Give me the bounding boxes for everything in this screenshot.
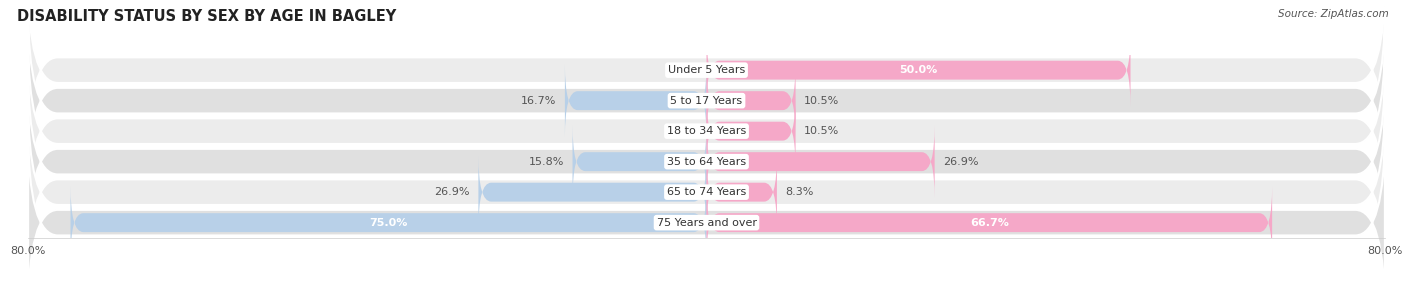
Text: 10.5%: 10.5% [804,96,839,106]
Text: 50.0%: 50.0% [900,65,938,75]
Text: 65 to 74 Years: 65 to 74 Years [666,187,747,197]
Text: 18 to 34 Years: 18 to 34 Years [666,126,747,136]
Text: 35 to 64 Years: 35 to 64 Years [666,157,747,167]
Text: 26.9%: 26.9% [434,187,470,197]
Text: 66.7%: 66.7% [970,218,1008,228]
FancyBboxPatch shape [28,98,1385,286]
FancyBboxPatch shape [28,129,1385,305]
Text: 0.0%: 0.0% [669,65,697,75]
Text: 8.3%: 8.3% [786,187,814,197]
Text: 75 Years and over: 75 Years and over [657,218,756,228]
FancyBboxPatch shape [707,156,778,228]
Text: Under 5 Years: Under 5 Years [668,65,745,75]
FancyBboxPatch shape [28,68,1385,256]
FancyBboxPatch shape [70,186,707,259]
FancyBboxPatch shape [707,186,1272,259]
FancyBboxPatch shape [707,95,796,167]
FancyBboxPatch shape [707,34,1130,106]
FancyBboxPatch shape [28,7,1385,195]
FancyBboxPatch shape [28,37,1385,225]
FancyBboxPatch shape [572,125,707,198]
Text: 15.8%: 15.8% [529,157,564,167]
Text: Source: ZipAtlas.com: Source: ZipAtlas.com [1278,9,1389,19]
FancyBboxPatch shape [707,125,935,198]
Text: 0.0%: 0.0% [669,126,697,136]
Text: 75.0%: 75.0% [370,218,408,228]
FancyBboxPatch shape [707,64,796,137]
FancyBboxPatch shape [478,156,707,228]
Text: 16.7%: 16.7% [522,96,557,106]
Text: 10.5%: 10.5% [804,126,839,136]
FancyBboxPatch shape [28,0,1385,164]
FancyBboxPatch shape [565,64,707,137]
Text: 26.9%: 26.9% [943,157,979,167]
Text: DISABILITY STATUS BY SEX BY AGE IN BAGLEY: DISABILITY STATUS BY SEX BY AGE IN BAGLE… [17,9,396,24]
Text: 5 to 17 Years: 5 to 17 Years [671,96,742,106]
